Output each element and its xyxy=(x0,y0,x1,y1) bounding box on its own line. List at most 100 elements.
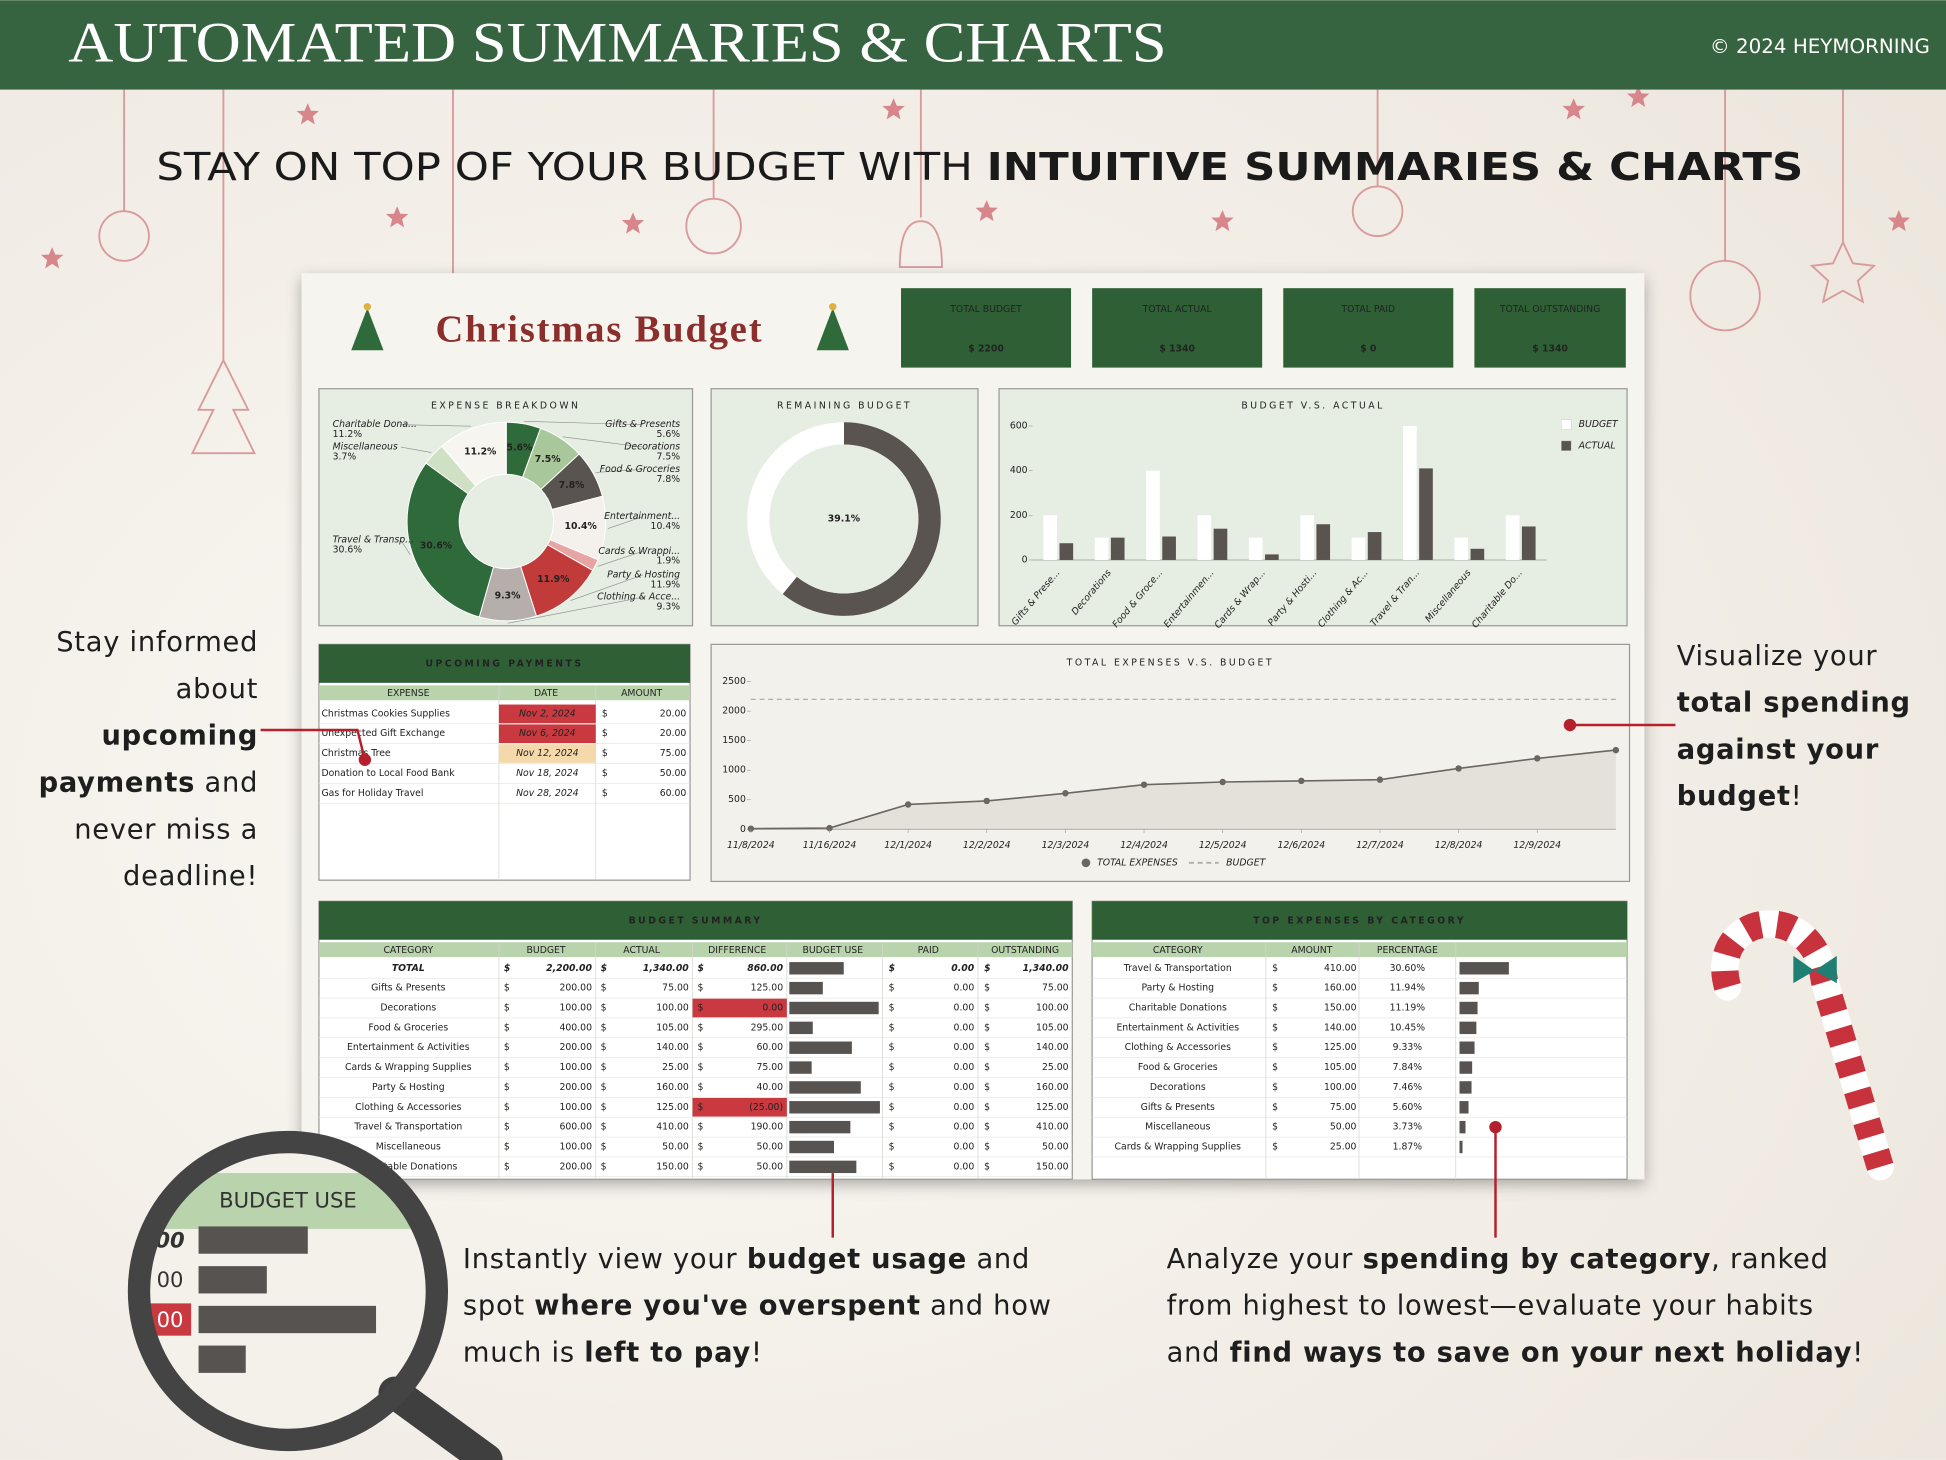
ornament xyxy=(98,210,150,262)
currency: $ xyxy=(889,1122,895,1133)
budget-use-bar xyxy=(789,1120,851,1134)
currency: $ xyxy=(984,963,990,974)
callout-text: ! xyxy=(751,1337,763,1368)
share-bar xyxy=(1459,1101,1469,1114)
percentage: 7.46% xyxy=(1393,1082,1423,1093)
x-tick-label: 12/3/2024 xyxy=(1042,840,1090,851)
donut-remaining xyxy=(747,422,844,594)
budget: 200.00 xyxy=(559,1082,592,1093)
outstanding: 105.00 xyxy=(1036,1022,1069,1033)
slice-label: 11.9% xyxy=(537,574,570,585)
leader-line xyxy=(562,436,643,448)
date-highlight xyxy=(498,744,596,763)
pie-slice xyxy=(440,421,507,487)
donut-value: 39.1% xyxy=(828,514,861,525)
bar xyxy=(1521,526,1536,560)
percentage: 7.84% xyxy=(1393,1062,1423,1073)
amount: 50.00 xyxy=(660,768,687,779)
actual: 160.00 xyxy=(656,1082,689,1093)
callout-line: budget! xyxy=(1677,781,1803,812)
legend-label: TOTAL EXPENSES xyxy=(1097,857,1178,868)
callout-line: about xyxy=(176,673,258,704)
difference: 60.00 xyxy=(756,1042,783,1053)
currency: $ xyxy=(601,963,607,974)
outstanding: 75.00 xyxy=(1042,983,1069,994)
y-tick-label: 0 xyxy=(1022,554,1028,565)
outstanding: 50.00 xyxy=(1042,1142,1069,1153)
overspent-cell xyxy=(692,998,787,1018)
tree xyxy=(351,308,384,351)
ornament xyxy=(1689,259,1761,332)
percentage: 30.60% xyxy=(1390,963,1426,974)
budget-use-bar xyxy=(789,1081,861,1094)
currency: $ xyxy=(602,788,608,799)
legend-label: BUDGET xyxy=(1579,419,1619,430)
table-title: TOP EXPENSES BY CATEGORY xyxy=(1253,916,1466,927)
connectors xyxy=(260,718,1676,1238)
callout-line: Analyze your spending by category, ranke… xyxy=(1167,1243,1829,1274)
slice-percent: 9.3% xyxy=(656,602,680,613)
share-bar xyxy=(1459,1061,1473,1074)
point xyxy=(1062,790,1069,797)
currency: $ xyxy=(984,1102,990,1113)
tree-ornament xyxy=(190,358,256,455)
callout-bold: total spending xyxy=(1677,687,1911,718)
percentage: 1.87% xyxy=(1393,1142,1423,1153)
difference: 295.00 xyxy=(751,1022,784,1033)
panel-title: BUDGET V.S. ACTUAL xyxy=(1241,401,1384,412)
currency: $ xyxy=(504,1161,510,1172)
column-header: PERCENTAGE xyxy=(1377,945,1438,956)
callout-text: and xyxy=(967,1243,1030,1274)
difference: 75.00 xyxy=(756,1062,783,1073)
currency: $ xyxy=(697,983,703,994)
expense: Christmas Tree xyxy=(321,748,390,759)
callout-text: , ranked xyxy=(1711,1243,1829,1274)
currency: $ xyxy=(504,1042,510,1053)
amount: 140.00 xyxy=(1324,1022,1357,1033)
currency: $ xyxy=(889,1161,895,1172)
callout-line: never miss a xyxy=(74,814,258,845)
currency: $ xyxy=(697,1002,703,1013)
date: Nov 2, 2024 xyxy=(519,708,576,719)
leader-line xyxy=(400,446,432,453)
y-tick-label: 400 xyxy=(1010,465,1028,476)
amount: 125.00 xyxy=(1324,1042,1357,1053)
budget: 200.00 xyxy=(559,1042,592,1053)
slice-label: 7.8% xyxy=(559,480,585,491)
connector-dot xyxy=(358,753,372,766)
slice-name: Decorations xyxy=(624,442,680,453)
point xyxy=(1612,746,1620,754)
callout-line: spot where you've overspent and how xyxy=(463,1290,1052,1321)
currency: $ xyxy=(1272,963,1278,974)
callout-line: payments and xyxy=(39,767,259,798)
category: Food & Groceries xyxy=(368,1022,448,1033)
budget-use-bar xyxy=(789,1140,834,1154)
slice-percent: 10.4% xyxy=(651,521,681,532)
bar xyxy=(1213,528,1228,560)
bar xyxy=(1146,470,1160,560)
currency: $ xyxy=(1272,1042,1278,1053)
actual: 140.00 xyxy=(656,1042,689,1053)
kpi-label: TOTAL ACTUAL xyxy=(1142,304,1213,315)
column-header: CATEGORY xyxy=(383,945,433,956)
actual: 100.00 xyxy=(656,1002,689,1013)
share-bar xyxy=(1459,1041,1475,1054)
callout-line: against your xyxy=(1677,734,1879,765)
callout-text: never miss a xyxy=(74,814,258,845)
budget: 100.00 xyxy=(559,1002,592,1013)
category: Gifts & Presents xyxy=(1141,1102,1215,1113)
callout-bold: spending by category xyxy=(1363,1243,1712,1274)
point xyxy=(1455,765,1462,772)
budget: 200.00 xyxy=(559,983,592,994)
amount: 20.00 xyxy=(660,728,687,739)
currency: $ xyxy=(889,1142,895,1153)
difference: 50.00 xyxy=(756,1161,783,1172)
y-tick-label: 1000 xyxy=(722,765,746,776)
slice-percent: 5.6% xyxy=(656,429,680,440)
amount: 75.00 xyxy=(1330,1102,1357,1113)
panel-title: REMAINING BUDGET xyxy=(777,401,912,412)
currency: $ xyxy=(601,1142,607,1153)
amount: 105.00 xyxy=(1324,1062,1357,1073)
donut-rest xyxy=(782,422,941,616)
